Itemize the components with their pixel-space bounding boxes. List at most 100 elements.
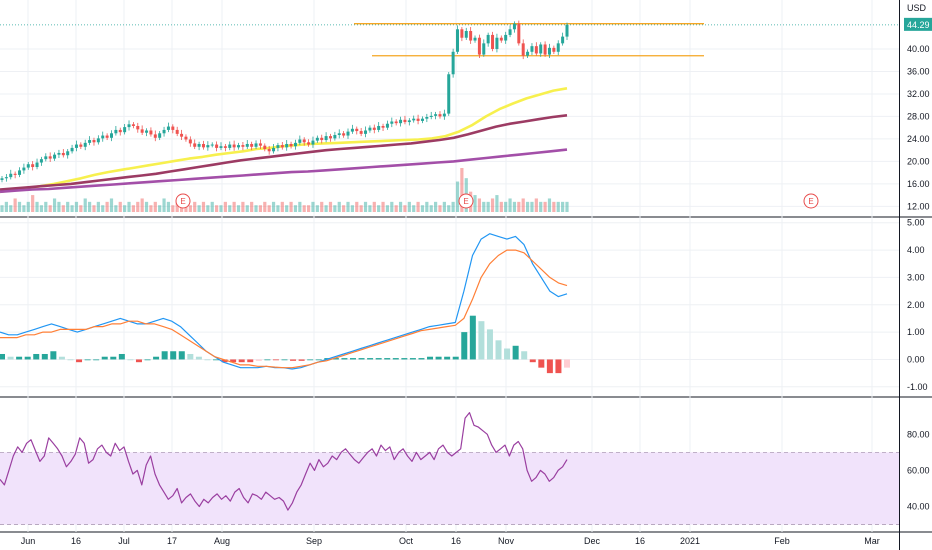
candle[interactable] (508, 29, 512, 35)
candle[interactable] (22, 167, 26, 171)
candle[interactable] (31, 164, 35, 168)
candle[interactable] (39, 159, 43, 163)
candle[interactable] (381, 125, 385, 128)
candle[interactable] (232, 144, 236, 148)
candle[interactable] (57, 152, 61, 155)
candle[interactable] (337, 133, 341, 135)
candle[interactable] (215, 144, 219, 148)
candle[interactable] (420, 118, 424, 121)
earnings-marker[interactable] (803, 193, 819, 209)
candle[interactable] (543, 44, 547, 55)
candle[interactable] (9, 173, 13, 178)
candle[interactable] (18, 170, 22, 175)
candle[interactable] (289, 143, 293, 147)
candle[interactable] (88, 140, 92, 143)
candle[interactable] (368, 127, 372, 131)
candle[interactable] (556, 43, 560, 52)
candle[interactable] (219, 146, 223, 148)
candle[interactable] (118, 129, 122, 133)
candle[interactable] (342, 133, 346, 136)
candle[interactable] (320, 137, 324, 141)
candle[interactable] (0, 178, 4, 180)
candle[interactable] (92, 140, 96, 143)
candle[interactable] (350, 128, 354, 132)
candle[interactable] (26, 164, 30, 168)
candle[interactable] (328, 136, 332, 139)
candle[interactable] (201, 143, 205, 148)
candle[interactable] (206, 145, 210, 148)
candle[interactable] (407, 120, 411, 123)
candle[interactable] (241, 145, 245, 147)
candle[interactable] (35, 162, 39, 168)
candle[interactable] (74, 144, 78, 148)
candle[interactable] (486, 34, 490, 44)
candle[interactable] (166, 126, 170, 130)
candle[interactable] (499, 37, 503, 41)
candle[interactable] (280, 145, 284, 148)
candle[interactable] (123, 127, 127, 133)
candle[interactable] (425, 116, 429, 119)
candle[interactable] (394, 121, 398, 124)
candle[interactable] (83, 142, 87, 147)
candle[interactable] (13, 173, 17, 175)
candle[interactable] (451, 51, 455, 75)
candle[interactable] (390, 121, 394, 124)
candle[interactable] (70, 147, 74, 152)
candle[interactable] (61, 152, 65, 156)
candle[interactable] (403, 119, 407, 123)
candle[interactable] (399, 119, 403, 124)
candle[interactable] (438, 114, 442, 117)
price-axis[interactable]: 12.00 16.00 20.00 24.00 28.00 32.00 36.00 40.00… (904, 3, 932, 512)
candle[interactable] (534, 46, 538, 54)
candle[interactable] (434, 114, 438, 116)
candle[interactable] (565, 24, 569, 37)
rsi-pane[interactable] (0, 412, 899, 525)
candle[interactable] (228, 144, 232, 148)
candle[interactable] (180, 133, 184, 137)
candle[interactable] (258, 143, 262, 146)
candle[interactable] (114, 129, 118, 134)
candle[interactable] (136, 125, 140, 130)
candle[interactable] (79, 144, 83, 147)
candle[interactable] (210, 144, 214, 146)
candle[interactable] (561, 36, 565, 44)
candle[interactable] (482, 43, 486, 55)
candle[interactable] (175, 129, 179, 134)
candle[interactable] (254, 143, 258, 147)
candle[interactable] (377, 125, 381, 130)
candle[interactable] (285, 143, 289, 148)
candle[interactable] (530, 46, 534, 52)
candle[interactable] (517, 23, 521, 44)
candle[interactable] (193, 143, 197, 147)
candle[interactable] (145, 130, 149, 133)
candle[interactable] (245, 143, 249, 147)
candle[interactable] (131, 124, 135, 126)
candle[interactable] (53, 154, 57, 159)
candle[interactable] (491, 34, 495, 49)
candle[interactable] (447, 74, 451, 114)
candle[interactable] (307, 142, 311, 145)
candle[interactable] (109, 133, 113, 138)
candle[interactable] (456, 29, 460, 52)
candle[interactable] (171, 126, 175, 130)
macd-pane[interactable] (0, 233, 570, 374)
candle[interactable] (272, 147, 276, 152)
candle[interactable] (140, 129, 144, 133)
candle[interactable] (469, 30, 473, 41)
candle[interactable] (250, 143, 254, 147)
candle[interactable] (464, 30, 468, 38)
candle[interactable] (267, 149, 271, 152)
candle[interactable] (105, 135, 109, 138)
candle[interactable] (477, 37, 481, 55)
earnings-marker[interactable] (458, 193, 474, 209)
candle[interactable] (315, 137, 319, 141)
candle[interactable] (521, 43, 525, 56)
candle[interactable] (149, 130, 153, 135)
candle[interactable] (416, 118, 420, 121)
candle[interactable] (539, 44, 543, 54)
candle[interactable] (263, 145, 267, 150)
candle[interactable] (355, 128, 359, 132)
candle[interactable] (223, 146, 227, 148)
